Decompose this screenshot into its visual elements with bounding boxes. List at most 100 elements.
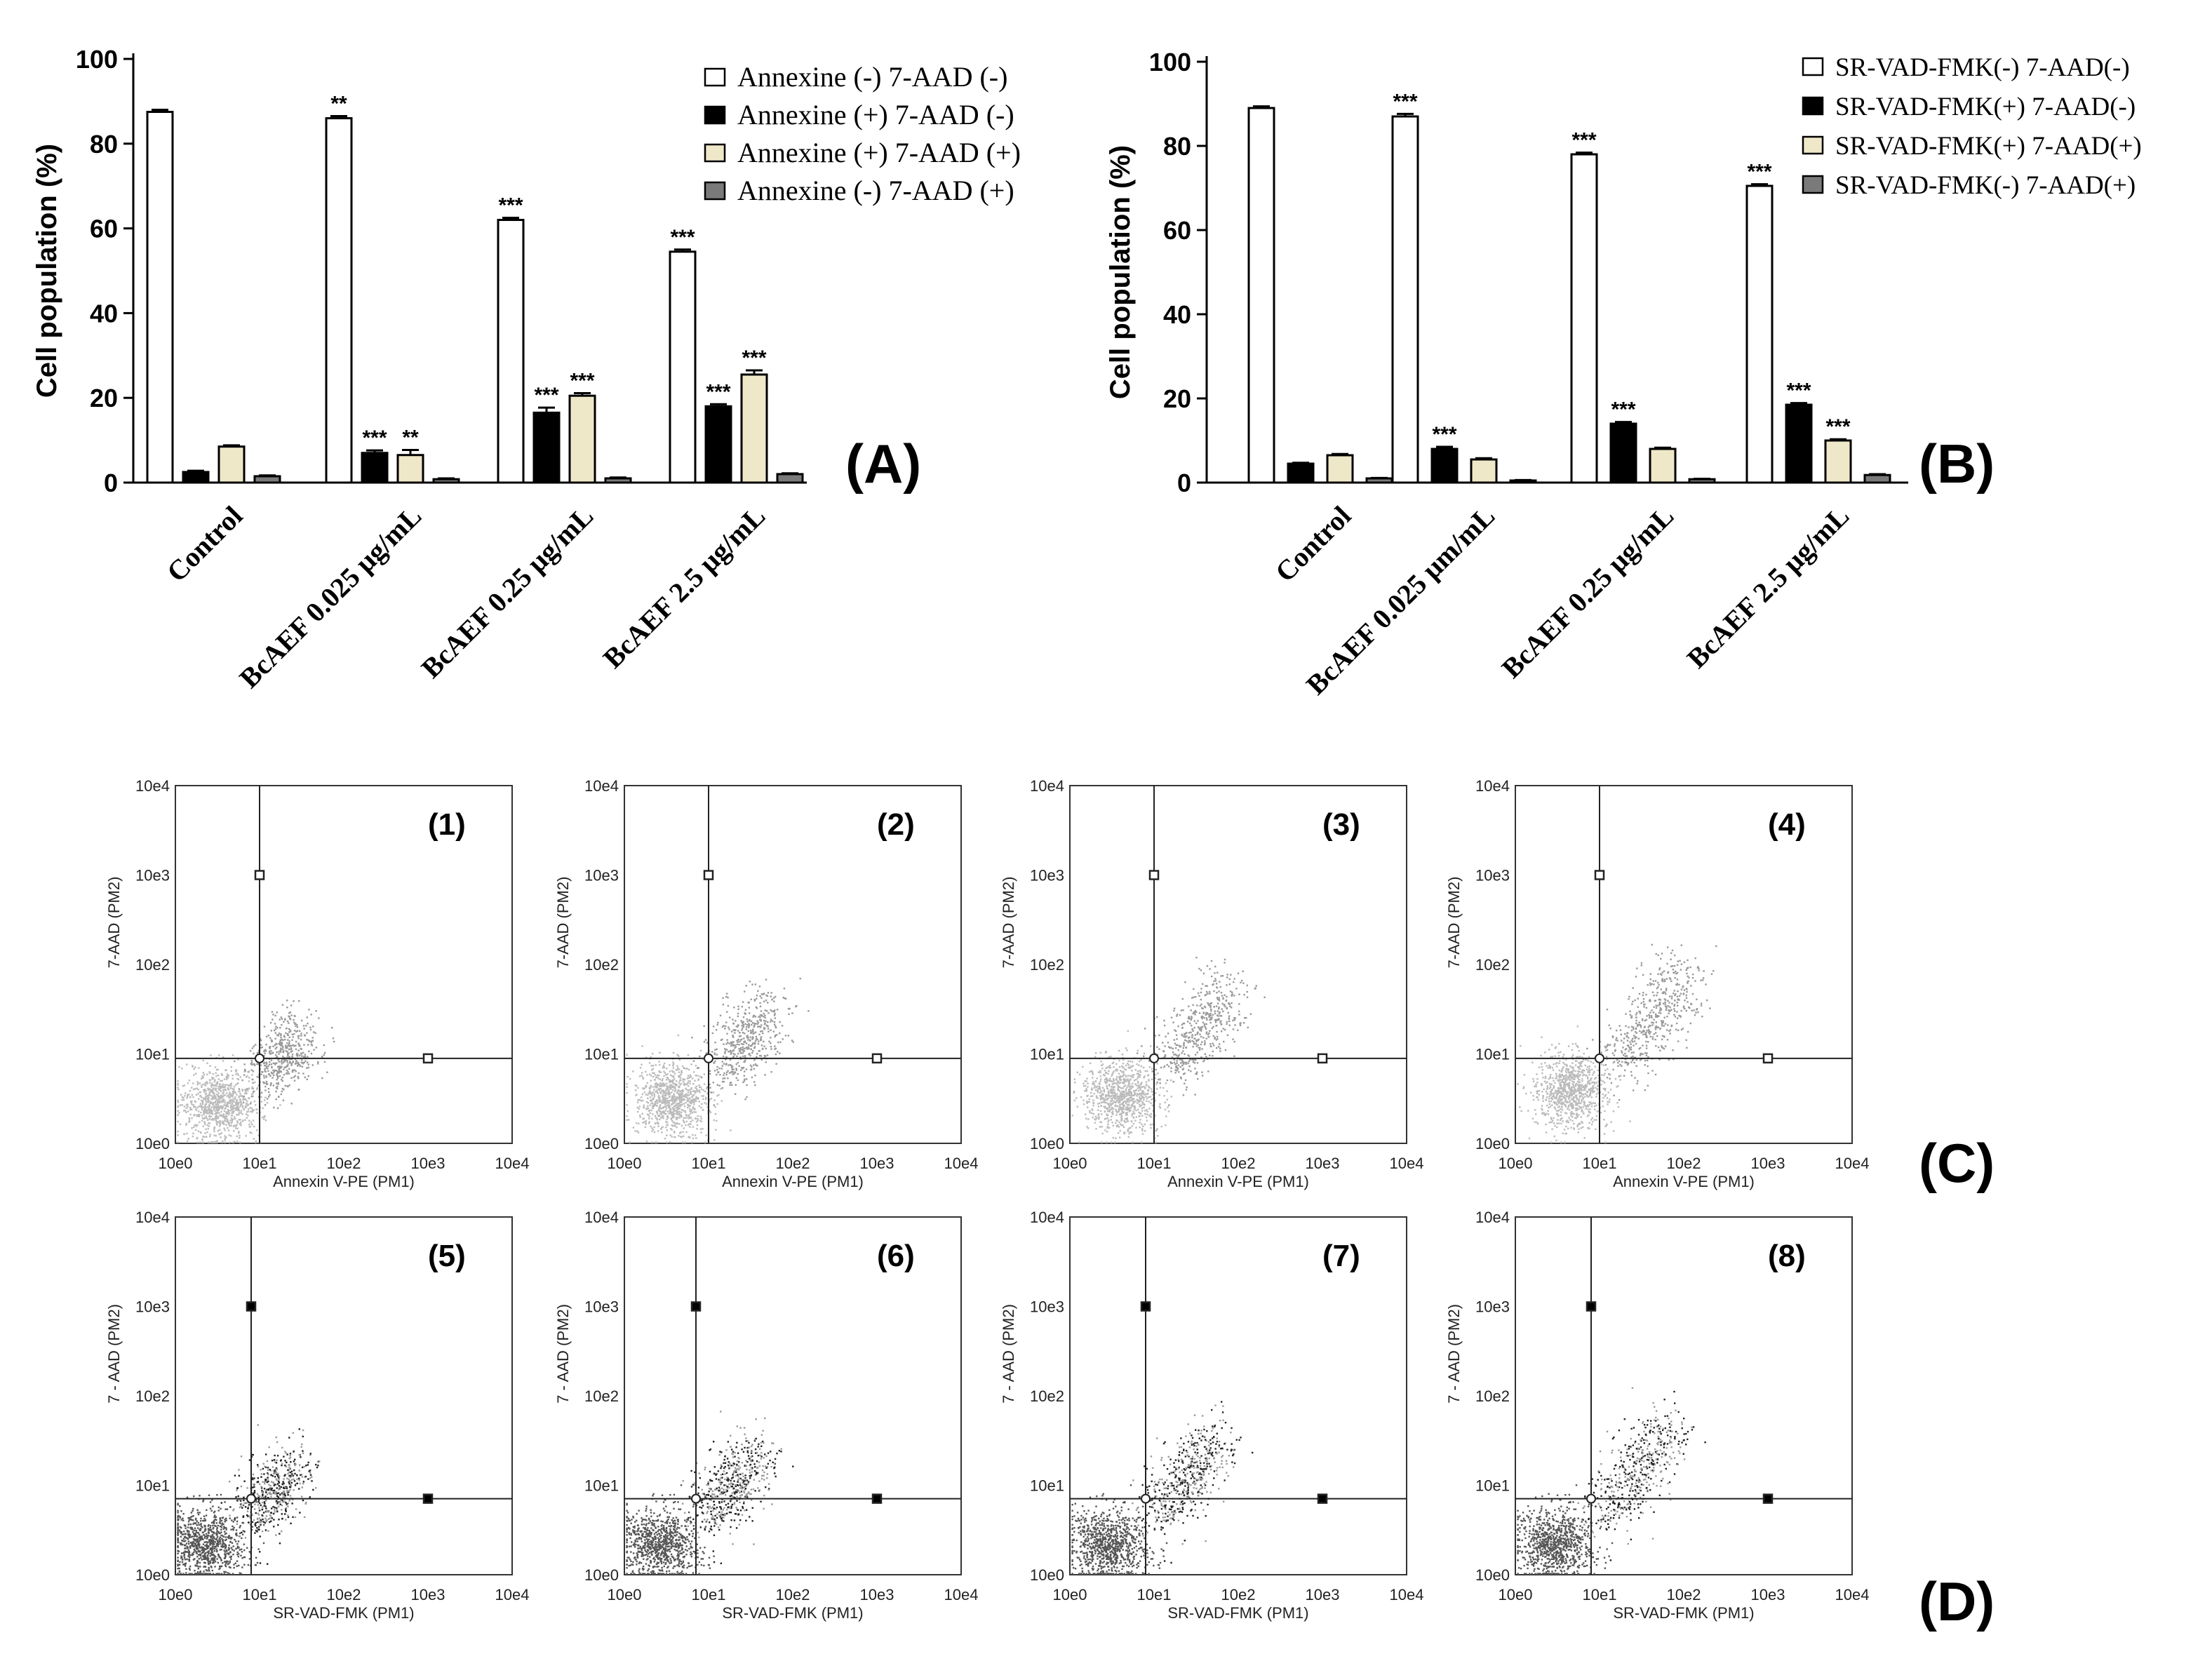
event-dot <box>1163 1095 1165 1097</box>
event-dot <box>746 1096 748 1098</box>
event-dot <box>747 1046 749 1049</box>
event-dot <box>276 1027 279 1029</box>
event-dot <box>1655 1025 1657 1028</box>
event-dot <box>210 1119 213 1121</box>
event-dot <box>216 1115 218 1118</box>
event-dot <box>1160 1125 1162 1128</box>
event-dot <box>1136 1093 1139 1095</box>
event-dot <box>216 1105 218 1108</box>
event-dot <box>226 1084 229 1087</box>
event-dot <box>280 1049 282 1051</box>
event-dot <box>1155 1083 1158 1085</box>
event-dot <box>283 1038 286 1041</box>
event-dot <box>726 1011 728 1013</box>
event-dot <box>293 1015 295 1017</box>
event-dot <box>1242 1022 1245 1024</box>
event-dot <box>235 1073 237 1075</box>
event-dot <box>214 1096 216 1099</box>
event-dot <box>1657 1026 1660 1028</box>
event-dot <box>209 1110 212 1113</box>
event-dot <box>685 1093 688 1095</box>
event-dot <box>1617 1084 1619 1087</box>
event-dot <box>177 1134 179 1136</box>
event-dot <box>675 1084 678 1086</box>
event-dot <box>669 1080 671 1082</box>
event-dot <box>282 1061 285 1063</box>
event-dot <box>1541 1036 1543 1038</box>
event-dot <box>1119 1086 1121 1089</box>
event-dot <box>288 1016 290 1018</box>
event-dot <box>1120 1095 1122 1097</box>
event-dot <box>641 1093 644 1096</box>
event-dot <box>265 1043 267 1046</box>
event-dot <box>1207 1003 1209 1005</box>
event-dot <box>275 1098 277 1101</box>
event-dot <box>281 1018 283 1020</box>
event-dot <box>1190 1031 1192 1034</box>
event-dot <box>226 1075 229 1077</box>
event-dot <box>1218 998 1220 1001</box>
event-dot <box>177 1130 179 1133</box>
event-dot <box>1184 1034 1186 1036</box>
event-dot <box>1173 1007 1176 1009</box>
event-dot <box>1115 1114 1118 1116</box>
event-dot <box>1676 964 1679 966</box>
event-dot <box>297 1077 300 1080</box>
event-dot <box>238 1091 240 1093</box>
event-dot <box>1637 1006 1640 1008</box>
event-dot <box>185 1111 187 1114</box>
significance-label: *** <box>670 226 695 249</box>
event-dot <box>252 1095 254 1098</box>
event-dot <box>1661 1021 1663 1024</box>
event-dot <box>1682 1028 1684 1030</box>
event-dot <box>1117 1087 1119 1089</box>
event-dot <box>752 1030 754 1033</box>
event-dot <box>277 1035 279 1037</box>
event-dot <box>656 1112 659 1115</box>
event-dot <box>760 1014 763 1016</box>
event-dot <box>213 1134 215 1136</box>
event-dot <box>646 1113 649 1116</box>
event-dot <box>1118 1136 1121 1138</box>
event-dot <box>645 1085 648 1087</box>
event-dot <box>217 1074 220 1077</box>
event-dot <box>1595 1087 1597 1089</box>
event-dot <box>277 1083 279 1085</box>
event-dot <box>757 1021 760 1024</box>
event-dot <box>673 1093 676 1095</box>
event-dot <box>1200 991 1202 994</box>
event-dot <box>730 1051 732 1054</box>
event-dot <box>1122 1082 1125 1084</box>
event-dot <box>297 1037 300 1040</box>
event-dot <box>216 1083 218 1086</box>
event-dot <box>721 1080 724 1083</box>
event-dot <box>229 1107 232 1109</box>
event-dot <box>1662 991 1665 993</box>
event-dot <box>1110 1056 1112 1058</box>
event-dot <box>1139 1074 1141 1076</box>
event-dot <box>179 1123 182 1126</box>
event-dot <box>744 1056 746 1058</box>
event-dot <box>725 1063 728 1066</box>
event-dot <box>652 1098 655 1101</box>
event-dot <box>1580 1063 1582 1065</box>
event-dot <box>1106 1107 1108 1109</box>
event-dot <box>1184 1053 1186 1056</box>
event-dot <box>213 1117 215 1120</box>
event-dot <box>232 1077 234 1080</box>
event-dot <box>666 1124 669 1127</box>
event-dot <box>194 1129 197 1131</box>
event-dot <box>766 1010 768 1012</box>
event-dot <box>732 1068 735 1070</box>
event-dot <box>1215 1039 1218 1041</box>
event-dot <box>1545 1131 1548 1134</box>
event-dot <box>779 1032 781 1035</box>
event-dot <box>236 1135 238 1138</box>
event-dot <box>688 1077 690 1080</box>
bar <box>361 452 389 484</box>
event-dot <box>776 1034 778 1036</box>
event-dot <box>201 1108 203 1111</box>
event-dot <box>653 1072 655 1075</box>
event-dot <box>284 1018 286 1020</box>
event-dot <box>280 1044 282 1047</box>
